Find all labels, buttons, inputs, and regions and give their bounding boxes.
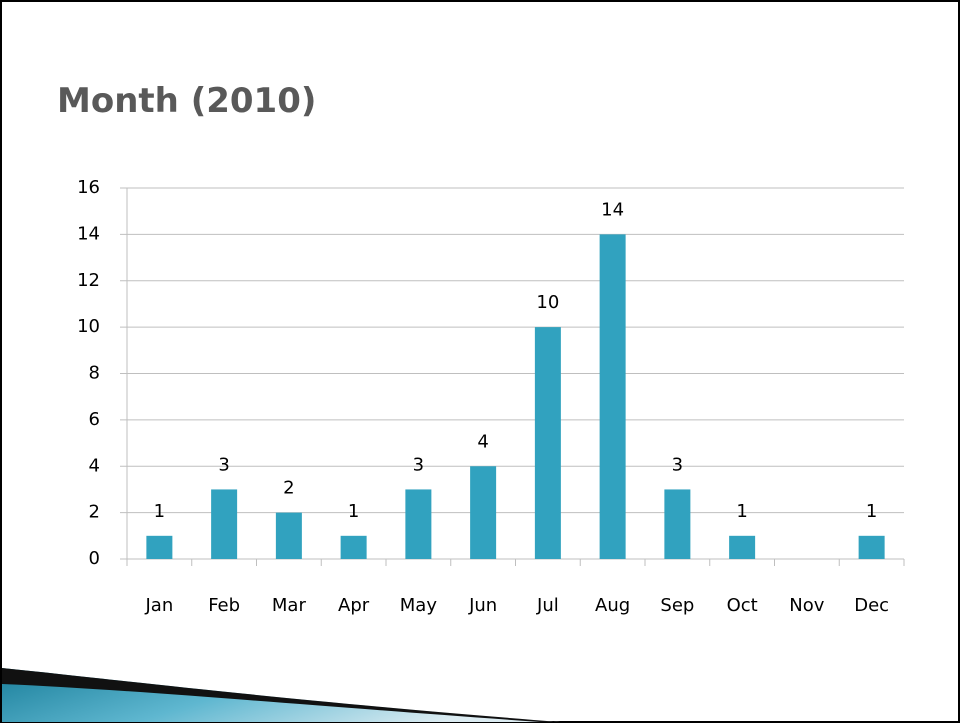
y-tick-label: 0 (89, 548, 100, 569)
bar (729, 535, 756, 559)
bar (858, 535, 885, 559)
x-tick-label: Apr (338, 595, 370, 616)
data-label: 1 (154, 501, 165, 522)
x-tick-label: Jun (468, 595, 497, 616)
data-label: 4 (477, 431, 488, 452)
data-label: 3 (672, 454, 683, 475)
x-tick-label: Nov (789, 595, 824, 616)
y-tick-label: 14 (77, 223, 100, 244)
bar (470, 466, 497, 559)
bar (340, 535, 367, 559)
y-tick-label: 8 (89, 363, 100, 384)
y-tick-label: 16 (77, 177, 100, 198)
bar (211, 489, 238, 559)
bar (599, 234, 626, 559)
data-label: 3 (218, 454, 229, 475)
data-label: 10 (536, 292, 559, 313)
y-tick-label: 2 (89, 502, 100, 523)
y-tick-label: 6 (89, 409, 100, 430)
x-tick-label: Dec (854, 595, 889, 616)
x-tick-label: Sep (660, 595, 694, 616)
decor-swoosh (2, 668, 560, 722)
y-tick-label: 12 (77, 270, 100, 291)
data-label: 1 (348, 501, 359, 522)
x-tick-label: May (400, 595, 438, 616)
x-tick-label: Mar (272, 595, 307, 616)
bar (405, 489, 432, 559)
chart-title: Month (2010) (57, 81, 316, 121)
x-tick-label: Aug (595, 595, 630, 616)
bar (275, 512, 302, 559)
bar (664, 489, 691, 559)
data-label: 1 (866, 501, 877, 522)
x-tick-label: Jul (536, 595, 559, 616)
data-label: 3 (413, 454, 424, 475)
x-tick-label: Feb (208, 595, 240, 616)
data-label: 1 (736, 501, 747, 522)
x-tick-label: Jan (145, 595, 174, 616)
bar (146, 535, 173, 559)
x-tick-label: Oct (727, 595, 758, 616)
data-label: 14 (601, 199, 624, 220)
y-tick-label: 10 (77, 316, 100, 337)
y-tick-label: 4 (89, 455, 100, 476)
bar (534, 327, 561, 559)
data-label: 2 (283, 478, 294, 499)
